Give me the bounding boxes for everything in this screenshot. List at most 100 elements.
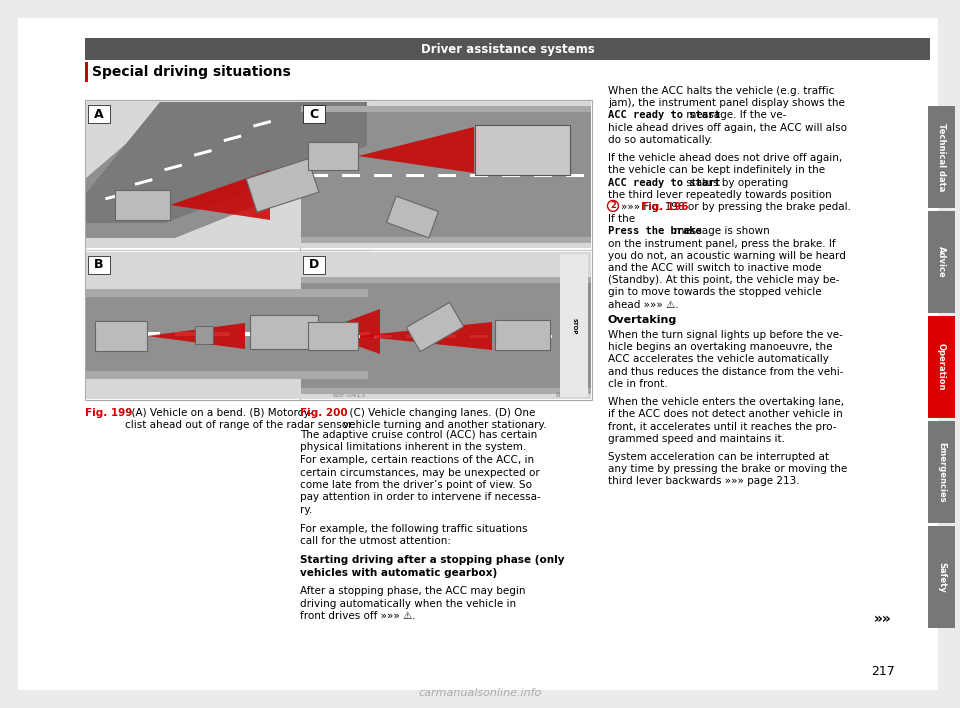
Text: A: A (94, 108, 104, 120)
Bar (374, 335, 392, 338)
Bar (301, 237, 591, 243)
Bar (86, 289, 368, 297)
Bar (301, 388, 591, 394)
Bar (374, 174, 392, 177)
Text: status by operating: status by operating (684, 178, 788, 188)
Bar (566, 174, 584, 177)
Polygon shape (318, 309, 380, 354)
Text: ACC accelerates the vehicle automatically: ACC accelerates the vehicle automaticall… (608, 355, 828, 365)
Bar (534, 174, 552, 177)
Bar (406, 174, 424, 177)
Bar (342, 174, 360, 177)
Text: you do not, an acoustic warning will be heard: you do not, an acoustic warning will be … (608, 251, 846, 261)
Bar (175, 332, 195, 336)
Bar (560, 254, 588, 397)
Bar (134, 178, 153, 185)
Text: Technical data: Technical data (937, 122, 946, 191)
Bar (928, 211, 955, 313)
Text: When the turn signal lights up before the ve-: When the turn signal lights up before th… (608, 330, 843, 340)
Polygon shape (358, 127, 474, 173)
Text: Operation: Operation (937, 343, 946, 391)
Bar (303, 105, 325, 123)
Text: (Standby). At this point, the vehicle may be-: (Standby). At this point, the vehicle ma… (608, 275, 839, 285)
Text: grammed speed and maintains it.: grammed speed and maintains it. (608, 434, 785, 444)
Text: message. If the ve-: message. If the ve- (684, 110, 786, 120)
Text: on the instrument panel, press the brake. If: on the instrument panel, press the brake… (608, 239, 835, 249)
Text: Emergencies: Emergencies (937, 442, 946, 502)
Text: gin to move towards the stopped vehicle: gin to move towards the stopped vehicle (608, 287, 822, 297)
Bar (566, 335, 584, 338)
Bar (438, 335, 456, 338)
Bar (140, 332, 160, 336)
Polygon shape (308, 322, 358, 350)
Text: Special driving situations: Special driving situations (92, 65, 291, 79)
Bar (502, 174, 520, 177)
Bar (303, 256, 325, 274)
Text: any time by pressing the brake or moving the: any time by pressing the brake or moving… (608, 464, 848, 474)
Text: For example, certain reactions of the ACC, in: For example, certain reactions of the AC… (300, 455, 534, 465)
Text: Fig. 200: Fig. 200 (300, 408, 348, 418)
Text: front drives off »»» ⚠.: front drives off »»» ⚠. (300, 611, 416, 621)
Text: When the vehicle enters the overtaking lane,: When the vehicle enters the overtaking l… (608, 397, 844, 407)
Bar (85, 38, 930, 60)
Text: certain circumstances, may be unexpected or: certain circumstances, may be unexpected… (300, 467, 540, 477)
Polygon shape (246, 159, 319, 212)
Text: STOP: STOP (571, 318, 577, 334)
Bar (194, 149, 212, 156)
Text: (A) Vehicle on a bend. (B) Motorcy-
clist ahead out of range of the radar sensor: (A) Vehicle on a bend. (B) Motorcy- clis… (125, 408, 355, 430)
Text: Driver assistance systems: Driver assistance systems (421, 42, 595, 55)
Polygon shape (308, 142, 358, 170)
Bar (300, 100, 592, 400)
Bar (928, 526, 955, 628)
Bar (301, 106, 591, 112)
Bar (310, 174, 328, 177)
Bar (86, 252, 368, 399)
Bar (301, 277, 591, 283)
Bar (928, 421, 955, 523)
Bar (85, 62, 88, 82)
Polygon shape (358, 322, 492, 350)
Bar (86, 289, 368, 379)
Text: call for the utmost attention:: call for the utmost attention: (300, 536, 451, 547)
Bar (85, 100, 369, 400)
Polygon shape (95, 321, 147, 351)
Bar (164, 164, 182, 171)
Text: front, it accelerates until it reaches the pro-: front, it accelerates until it reaches t… (608, 421, 836, 431)
Text: Advice: Advice (937, 246, 946, 278)
Text: do so automatically.: do so automatically. (608, 135, 712, 145)
Text: third lever backwards »»» page 213.: third lever backwards »»» page 213. (608, 476, 800, 486)
Bar (245, 332, 265, 336)
Bar (105, 193, 123, 200)
Text: the third lever repeatedly towards position: the third lever repeatedly towards posit… (608, 190, 831, 200)
Text: message is shown: message is shown (671, 227, 769, 236)
Polygon shape (115, 190, 170, 220)
Bar (224, 135, 242, 142)
Polygon shape (86, 102, 367, 238)
Bar (438, 174, 456, 177)
Polygon shape (387, 196, 439, 238)
Text: hicle ahead drives off again, the ACC will also: hicle ahead drives off again, the ACC wi… (608, 122, 847, 132)
Bar (470, 335, 488, 338)
Text: If the vehicle ahead does not drive off again,: If the vehicle ahead does not drive off … (608, 153, 842, 163)
Text: ahead »»» ⚠.: ahead »»» ⚠. (608, 299, 679, 309)
Text: D: D (309, 258, 319, 271)
Text: carmanualsonline.info: carmanualsonline.info (419, 688, 541, 698)
Text: cle in front.: cle in front. (608, 379, 667, 389)
Text: and the ACC will switch to inactive mode: and the ACC will switch to inactive mode (608, 263, 822, 273)
Bar (502, 335, 520, 338)
Bar (210, 332, 230, 336)
Bar (534, 335, 552, 338)
Text: if the ACC does not detect another vehicle in: if the ACC does not detect another vehic… (608, 409, 843, 419)
Text: »»» Fig. 196 or by pressing the brake pedal.: »»» Fig. 196 or by pressing the brake pe… (621, 202, 851, 212)
Polygon shape (495, 320, 550, 350)
Text: ry.: ry. (300, 505, 312, 515)
Polygon shape (170, 170, 270, 220)
Polygon shape (147, 323, 245, 349)
Bar (406, 335, 424, 338)
Bar (105, 332, 125, 336)
Bar (88, 256, 110, 274)
Bar (195, 326, 213, 344)
Text: If the: If the (608, 214, 638, 224)
Text: vehicles with automatic gearbox): vehicles with automatic gearbox) (300, 568, 497, 578)
Text: »»: »» (874, 612, 892, 626)
